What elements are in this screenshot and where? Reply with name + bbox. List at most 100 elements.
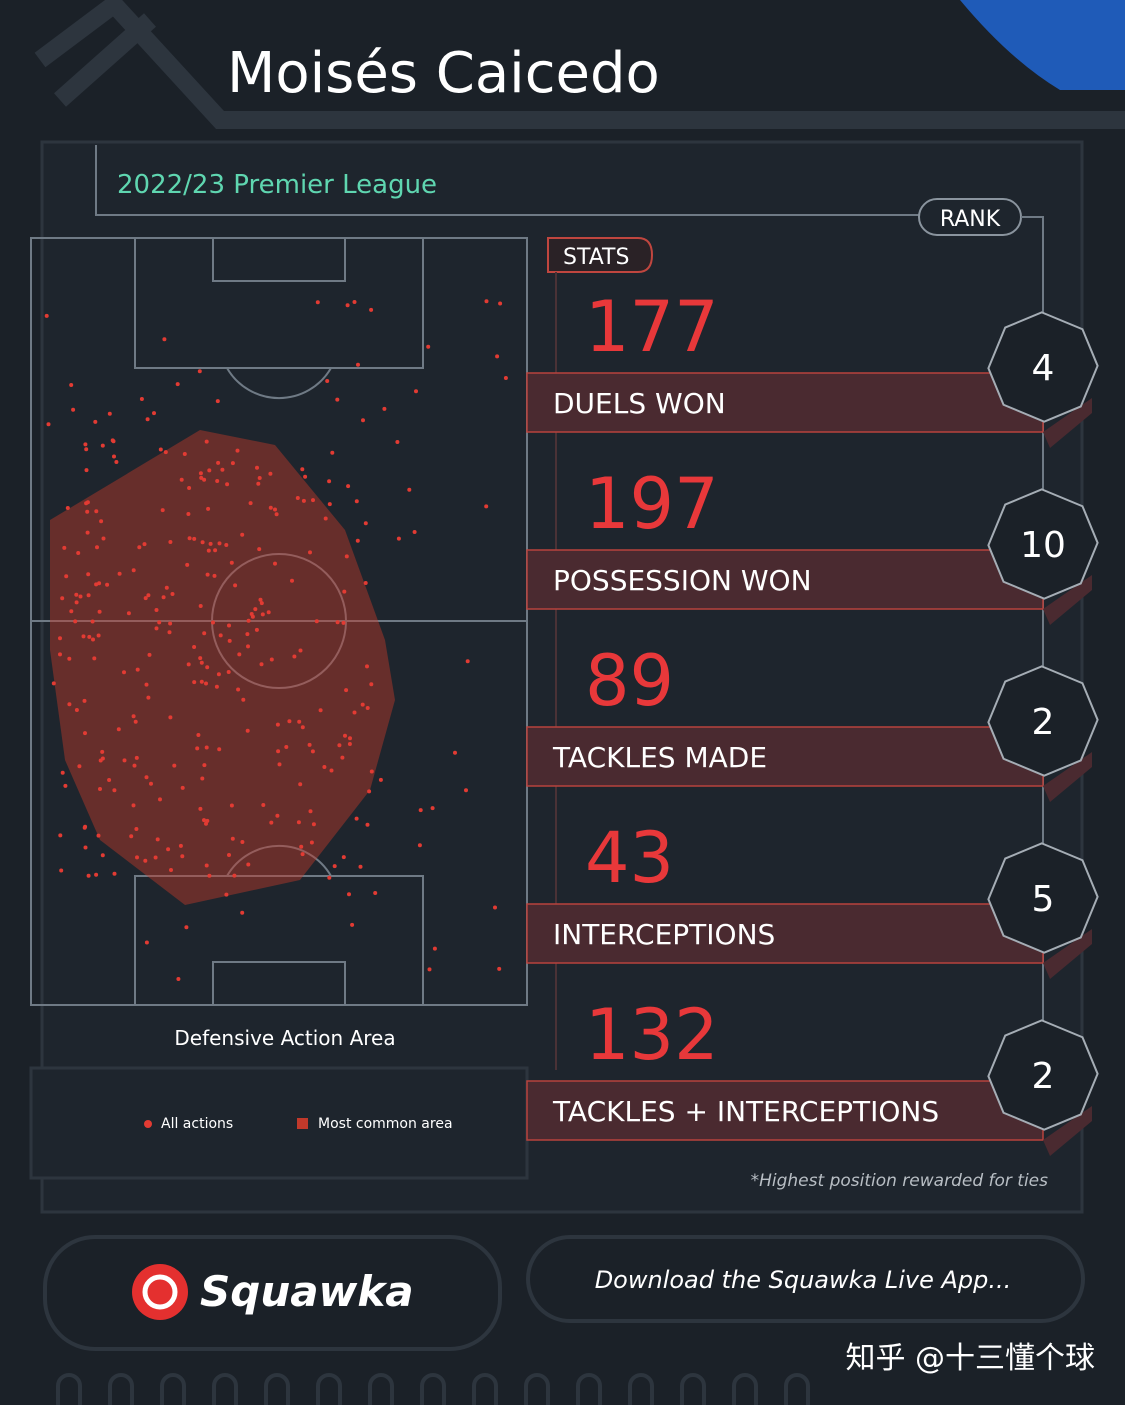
action-dot bbox=[71, 407, 76, 412]
action-dot bbox=[301, 498, 306, 503]
legend-label: Most common area bbox=[318, 1116, 453, 1132]
action-dot bbox=[365, 706, 370, 710]
action-dot bbox=[112, 454, 116, 459]
action-dot bbox=[426, 344, 431, 349]
action-dot bbox=[198, 471, 203, 476]
brand-name: Squawka bbox=[200, 1267, 414, 1316]
action-dot bbox=[105, 582, 110, 587]
decor-stubs bbox=[56, 1373, 810, 1405]
action-dot bbox=[361, 418, 365, 423]
band-shadow bbox=[1043, 752, 1092, 802]
action-dot bbox=[167, 630, 172, 635]
action-dot bbox=[332, 864, 337, 869]
stub bbox=[212, 1373, 238, 1405]
legend-square bbox=[297, 1118, 308, 1129]
action-dot bbox=[298, 782, 303, 787]
action-dot bbox=[100, 443, 105, 448]
action-dot bbox=[196, 733, 201, 737]
action-dot bbox=[373, 891, 378, 895]
action-dot bbox=[74, 708, 79, 712]
action-dot bbox=[300, 725, 305, 730]
stat-value: 177 bbox=[585, 286, 719, 368]
action-dot bbox=[205, 572, 210, 577]
action-dot bbox=[246, 862, 251, 867]
cta-button[interactable] bbox=[526, 1235, 1085, 1323]
action-dot bbox=[335, 397, 340, 402]
action-dot bbox=[186, 512, 191, 516]
action-dot bbox=[232, 873, 237, 878]
action-dot bbox=[166, 847, 171, 852]
action-dot bbox=[81, 634, 86, 639]
action-dot bbox=[258, 597, 263, 602]
action-dot bbox=[162, 337, 167, 342]
cta-text[interactable]: Download the Squawka Live App... bbox=[595, 1266, 1012, 1294]
action-dot bbox=[82, 825, 87, 830]
action-dot bbox=[217, 541, 222, 546]
stub bbox=[108, 1373, 134, 1405]
action-dot bbox=[202, 631, 207, 636]
action-dot bbox=[86, 572, 91, 577]
stat-label: DUELS WON bbox=[553, 387, 726, 420]
action-dot bbox=[432, 946, 437, 951]
action-dot bbox=[261, 803, 266, 807]
action-dot bbox=[179, 477, 184, 482]
action-dot bbox=[205, 665, 210, 670]
pitch bbox=[30, 237, 528, 1006]
action-dot bbox=[200, 776, 205, 781]
action-dot bbox=[135, 855, 139, 860]
action-dot bbox=[484, 299, 489, 304]
action-dot bbox=[245, 632, 250, 637]
rank-value: 10 bbox=[1020, 525, 1066, 566]
action-dot bbox=[464, 788, 468, 793]
action-dot bbox=[187, 536, 192, 541]
rank-value: 5 bbox=[1032, 879, 1055, 920]
action-dot bbox=[58, 636, 62, 641]
action-dot bbox=[358, 864, 363, 869]
action-dot bbox=[498, 301, 503, 306]
action-dot bbox=[192, 645, 197, 649]
action-dot bbox=[202, 477, 207, 482]
rank-badge bbox=[987, 1019, 1099, 1131]
action-dot bbox=[246, 618, 251, 623]
action-dot bbox=[204, 439, 209, 444]
action-dot bbox=[154, 608, 159, 612]
action-dot bbox=[96, 833, 101, 838]
action-dot bbox=[180, 854, 185, 859]
action-dot bbox=[275, 722, 280, 727]
action-dot bbox=[199, 475, 204, 480]
action-dot bbox=[347, 892, 351, 897]
action-dot bbox=[84, 447, 89, 452]
action-dot bbox=[184, 925, 189, 930]
action-dot bbox=[77, 764, 82, 769]
action-dot bbox=[94, 872, 99, 877]
action-dot bbox=[134, 827, 139, 831]
band-shadow bbox=[1043, 1106, 1092, 1156]
action-dot bbox=[414, 389, 418, 394]
action-dot bbox=[341, 620, 346, 625]
action-dot bbox=[347, 742, 352, 746]
action-dot bbox=[202, 763, 207, 768]
pitch-caption: Defensive Action Area bbox=[174, 1026, 395, 1050]
action-dot bbox=[84, 501, 89, 506]
action-dot bbox=[493, 905, 497, 910]
action-dot bbox=[170, 592, 175, 596]
six-yard-box bbox=[212, 961, 346, 1006]
action-dot bbox=[277, 762, 282, 767]
action-dot bbox=[215, 479, 220, 483]
action-dot bbox=[114, 460, 119, 464]
action-dot bbox=[308, 809, 313, 814]
action-dot bbox=[83, 442, 88, 447]
action-dot bbox=[308, 550, 312, 555]
action-dot bbox=[298, 648, 303, 653]
action-dot bbox=[269, 657, 274, 662]
action-dot bbox=[96, 633, 101, 638]
action-dot bbox=[322, 765, 327, 769]
action-dot bbox=[60, 596, 65, 601]
action-dot bbox=[158, 447, 163, 452]
action-dot bbox=[178, 843, 183, 848]
action-dot bbox=[274, 512, 279, 517]
rank-badge bbox=[987, 665, 1099, 777]
action-dot bbox=[323, 516, 328, 521]
action-dot bbox=[216, 460, 221, 465]
stub bbox=[316, 1373, 342, 1405]
